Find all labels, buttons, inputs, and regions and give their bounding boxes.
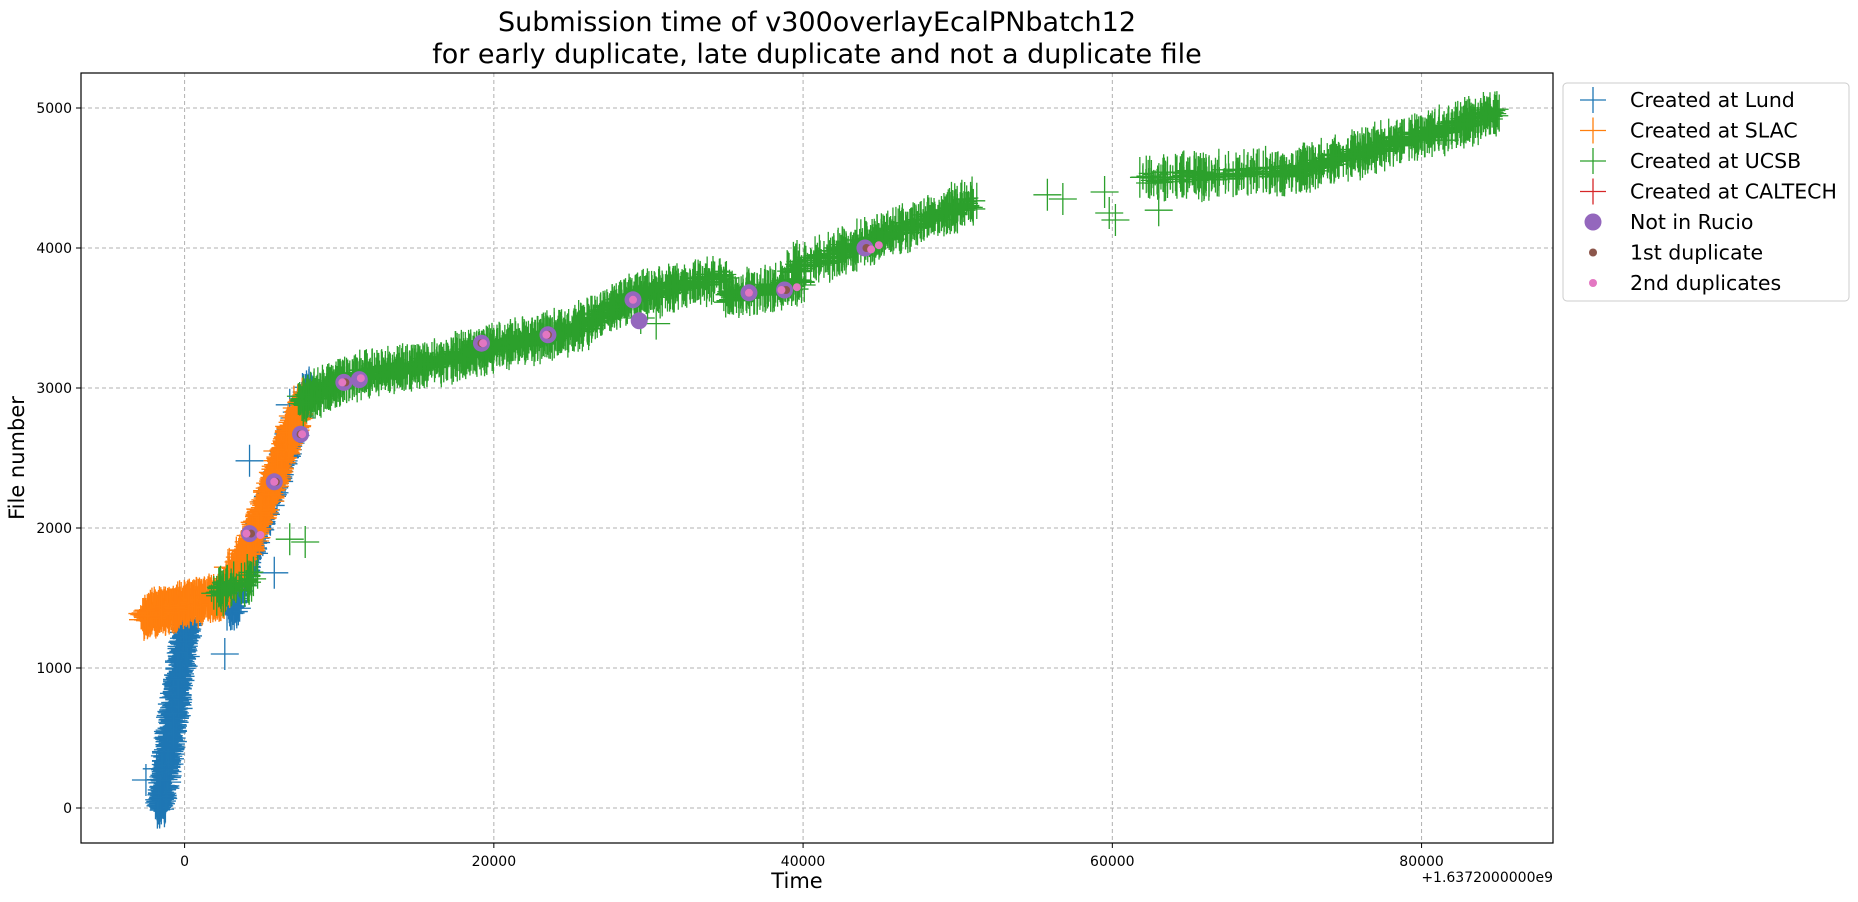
series-created-at-ucsb (201, 91, 1509, 617)
plot-series (128, 91, 1509, 829)
grid-lines (81, 73, 1553, 843)
data-point-plus (260, 556, 289, 589)
data-point-plus (210, 638, 239, 670)
